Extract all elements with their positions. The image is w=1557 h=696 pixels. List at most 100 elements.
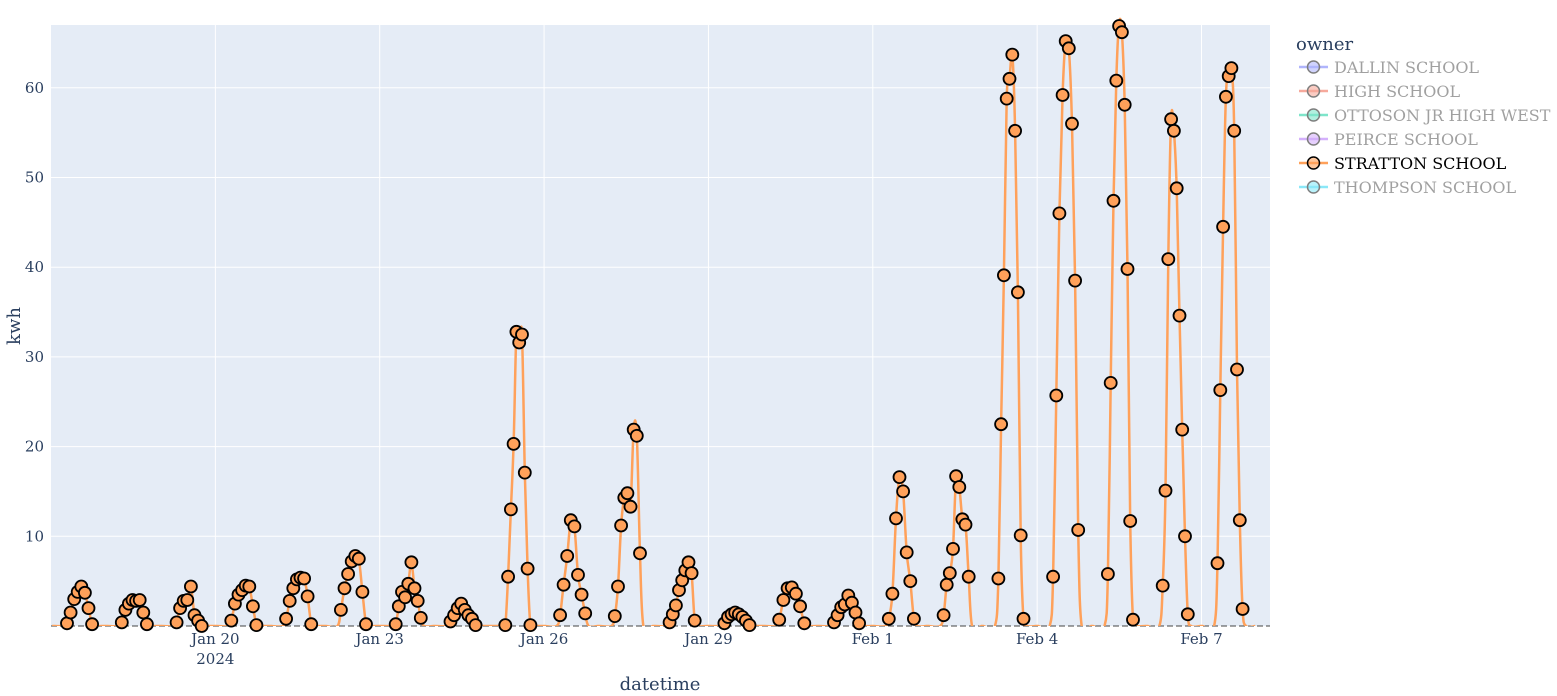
data-point <box>939 577 954 592</box>
legend-item-ottoson-jr-high-west[interactable]: OTTOSON JR HIGH WEST <box>1299 106 1551 125</box>
data-point <box>1161 252 1176 267</box>
data-point <box>85 617 99 632</box>
y-tick-label: 20 <box>25 438 44 456</box>
data-point <box>1180 607 1195 622</box>
data-point <box>1068 273 1082 288</box>
data-point <box>1011 285 1025 300</box>
data-point <box>503 502 518 517</box>
data-point <box>333 603 348 617</box>
data-point <box>1120 262 1135 276</box>
gridlines <box>51 25 1270 626</box>
legend-item-high-school[interactable]: HIGH SCHOOL <box>1299 82 1460 101</box>
data-point <box>1117 97 1132 112</box>
y-tick-label: 30 <box>25 348 44 366</box>
data-point <box>952 480 967 494</box>
data-point <box>578 606 593 621</box>
data-point <box>899 545 914 560</box>
data-point <box>1227 123 1242 138</box>
data-point <box>468 618 483 632</box>
data-point <box>793 599 807 614</box>
legend-title: owner <box>1296 34 1353 55</box>
data-point <box>1103 375 1118 390</box>
data-point <box>169 615 184 630</box>
legend-item-stratton-school[interactable]: STRATTON SCHOOL <box>1299 154 1507 173</box>
x-tick-label: Feb 4 <box>1016 630 1058 648</box>
data-point <box>1126 612 1140 627</box>
data-point <box>1213 383 1228 398</box>
data-point <box>614 518 628 533</box>
data-point <box>567 519 582 534</box>
data-point <box>946 542 960 556</box>
data-point <box>355 585 370 599</box>
legend-label: DALLIN SCHOOL <box>1334 58 1479 77</box>
data-point <box>907 611 921 626</box>
data-point <box>407 581 422 596</box>
data-point <box>669 598 683 613</box>
data-point <box>687 613 702 628</box>
data-point <box>553 608 567 623</box>
legend-item-peirce-school[interactable]: PEIRCE SCHOOL <box>1299 130 1478 149</box>
data-point <box>1235 602 1250 616</box>
legend[interactable]: owner DALLIN SCHOOL HIGH SCHOOL OTTOSON JR… <box>1296 34 1551 197</box>
data-point <box>114 615 129 630</box>
data-point <box>183 579 198 594</box>
data-point <box>607 609 622 623</box>
legend-label: THOMPSON SCHOOL <box>1334 178 1516 197</box>
data-point <box>1046 569 1060 584</box>
data-point <box>742 618 757 632</box>
x-axis-title: datetime <box>620 674 701 695</box>
data-point <box>1230 362 1244 377</box>
data-point <box>1155 578 1170 593</box>
data-point <box>523 618 538 632</box>
data-point <box>501 569 516 584</box>
data-point <box>1158 483 1173 498</box>
data-point <box>398 590 413 605</box>
data-point <box>994 417 1008 432</box>
legend-item-thompson-school[interactable]: THOMPSON SCHOOL <box>1299 178 1516 197</box>
legend-label: HIGH SCHOOL <box>1334 82 1460 101</box>
data-point <box>337 581 352 596</box>
legend-swatch-marker <box>1306 84 1321 98</box>
data-point <box>282 594 297 608</box>
data-point <box>789 586 803 601</box>
x-tick-labels: Jan 20 2024 Jan 23 Jan 26 Jan 29 Feb 1 Feb 4 Fe… <box>189 630 1223 668</box>
data-point <box>1167 123 1181 138</box>
data-point <box>958 517 973 532</box>
data-point <box>304 617 319 632</box>
data-point <box>359 617 373 632</box>
data-point <box>180 593 195 607</box>
data-point <box>1178 529 1192 544</box>
legend-item-dallin-school[interactable]: DALLIN SCHOOL <box>1299 58 1479 77</box>
data-point <box>629 428 644 443</box>
data-point <box>1210 556 1225 571</box>
data-point <box>623 499 638 514</box>
data-point <box>885 586 900 601</box>
data-point <box>388 617 403 632</box>
data-point <box>506 436 521 451</box>
x-tick-label: Jan 20 <box>189 630 239 648</box>
data-point <box>413 611 428 625</box>
data-point <box>1216 219 1230 234</box>
data-point <box>896 484 910 499</box>
data-point <box>889 511 903 526</box>
data-point <box>1005 47 1020 62</box>
data-point <box>1109 73 1124 88</box>
data-point <box>279 611 294 626</box>
data-point <box>903 574 918 588</box>
data-point <box>1172 308 1187 323</box>
legend-swatch-marker <box>1306 156 1321 170</box>
data-point <box>852 616 866 631</box>
legend-label: STRATTON SCHOOL <box>1334 154 1507 173</box>
data-point <box>81 601 96 615</box>
data-point <box>249 618 264 632</box>
data-point <box>300 589 315 604</box>
data-point <box>560 549 575 563</box>
data-point <box>297 571 312 586</box>
data-point <box>611 579 625 594</box>
data-point <box>78 585 92 600</box>
data-point <box>136 605 151 620</box>
data-point <box>404 555 419 570</box>
data-point <box>1008 123 1022 138</box>
data-point <box>351 551 366 566</box>
legend-label: OTTOSON JR HIGH WEST <box>1334 106 1551 125</box>
